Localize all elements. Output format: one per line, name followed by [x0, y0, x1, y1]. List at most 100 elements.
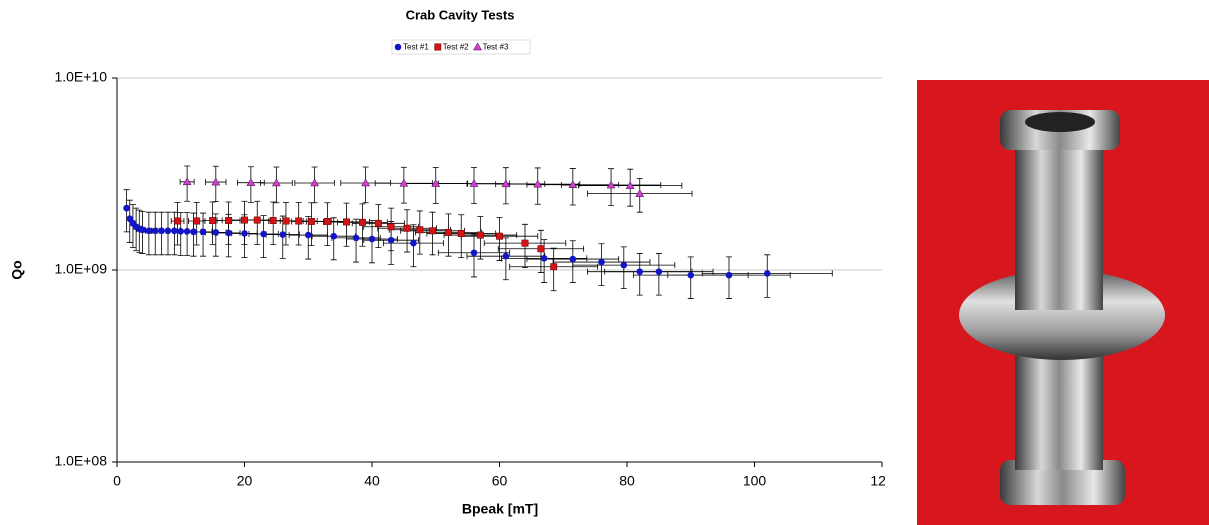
marker	[501, 179, 511, 188]
upper-tube	[1015, 140, 1103, 310]
marker	[260, 230, 267, 238]
marker	[246, 178, 256, 186]
marker	[307, 218, 315, 225]
lower-tube	[1015, 345, 1103, 470]
marker	[387, 223, 395, 231]
marker	[598, 258, 605, 266]
chart: Crab Cavity Tests Bpeak [mT] Qo 1.0E+08 1…	[9, 7, 885, 517]
marker	[655, 268, 663, 275]
legend-marker	[434, 43, 442, 51]
marker	[271, 178, 281, 187]
legend-label: Test #3	[483, 43, 509, 52]
marker	[358, 218, 366, 226]
x-tick-label: 0	[113, 473, 121, 489]
marker	[199, 228, 207, 236]
marker	[126, 215, 134, 223]
marker	[343, 218, 350, 226]
marker	[193, 217, 201, 225]
marker	[502, 252, 510, 260]
marker	[537, 245, 545, 253]
marker	[241, 216, 248, 224]
marker	[533, 179, 543, 188]
marker	[374, 219, 382, 227]
marker	[330, 232, 338, 240]
marker	[225, 229, 232, 237]
marker	[190, 228, 197, 236]
marker	[606, 180, 616, 189]
marker	[540, 255, 548, 262]
x-tick-label: 100	[743, 473, 767, 489]
marker	[225, 217, 233, 224]
marker	[399, 178, 409, 187]
bottom-flange	[1000, 460, 1125, 505]
marker	[368, 235, 376, 243]
legend-label: Test #1	[403, 43, 429, 52]
marker	[279, 231, 287, 238]
legend-marker	[473, 42, 483, 51]
marker	[211, 177, 221, 186]
marker	[625, 181, 635, 189]
marker	[304, 231, 312, 239]
marker	[457, 230, 465, 237]
marker	[687, 271, 695, 279]
marker	[470, 249, 478, 257]
legend-box	[391, 39, 531, 55]
marker	[620, 261, 628, 269]
x-tick-label: 20	[237, 473, 253, 489]
marker	[429, 227, 437, 235]
marker	[550, 263, 558, 271]
marker	[725, 271, 733, 279]
marker	[295, 217, 303, 225]
marker	[636, 268, 644, 275]
x-axis-label: Bpeak [mT]	[462, 501, 538, 517]
marker	[410, 239, 417, 247]
y-axis-label: Qo	[9, 260, 25, 279]
x-tick-label: 120	[870, 473, 885, 489]
legend-label: Test #2	[443, 43, 469, 52]
marker	[209, 217, 217, 224]
marker	[431, 179, 441, 187]
cavity-photo	[917, 80, 1209, 525]
chart-title: Crab Cavity Tests	[406, 7, 515, 22]
marker	[476, 231, 484, 239]
x-tick-label: 60	[492, 473, 508, 489]
marker	[403, 224, 411, 232]
marker	[177, 228, 185, 235]
x-tick-label: 80	[619, 473, 635, 489]
marker	[352, 234, 360, 242]
marker	[387, 236, 395, 244]
legend-marker	[394, 43, 402, 51]
marker	[269, 217, 277, 224]
marker	[496, 232, 503, 240]
beam-pipe-opening	[1025, 112, 1095, 132]
marker	[164, 227, 172, 235]
marker	[158, 227, 165, 235]
marker	[310, 178, 320, 187]
marker	[361, 178, 371, 187]
cavity-cell	[959, 270, 1165, 360]
marker	[568, 180, 578, 188]
y-tick-label: 1.0E+09	[54, 261, 107, 277]
marker	[174, 217, 182, 225]
marker	[282, 217, 290, 225]
marker	[635, 189, 645, 197]
y-tick-label: 1.0E+08	[54, 453, 107, 469]
marker	[763, 270, 771, 277]
marker	[469, 179, 479, 187]
marker	[241, 230, 248, 237]
marker	[521, 239, 529, 247]
marker	[145, 227, 153, 235]
marker	[182, 177, 192, 186]
marker	[253, 216, 261, 224]
marker	[445, 228, 452, 236]
marker	[212, 229, 220, 236]
marker	[171, 227, 178, 235]
marker	[183, 228, 191, 235]
x-tick-label: 40	[364, 473, 380, 489]
marker	[416, 226, 424, 234]
marker	[123, 204, 130, 212]
marker	[139, 226, 146, 234]
y-tick-label: 1.0E+10	[54, 69, 107, 85]
marker	[323, 218, 331, 225]
